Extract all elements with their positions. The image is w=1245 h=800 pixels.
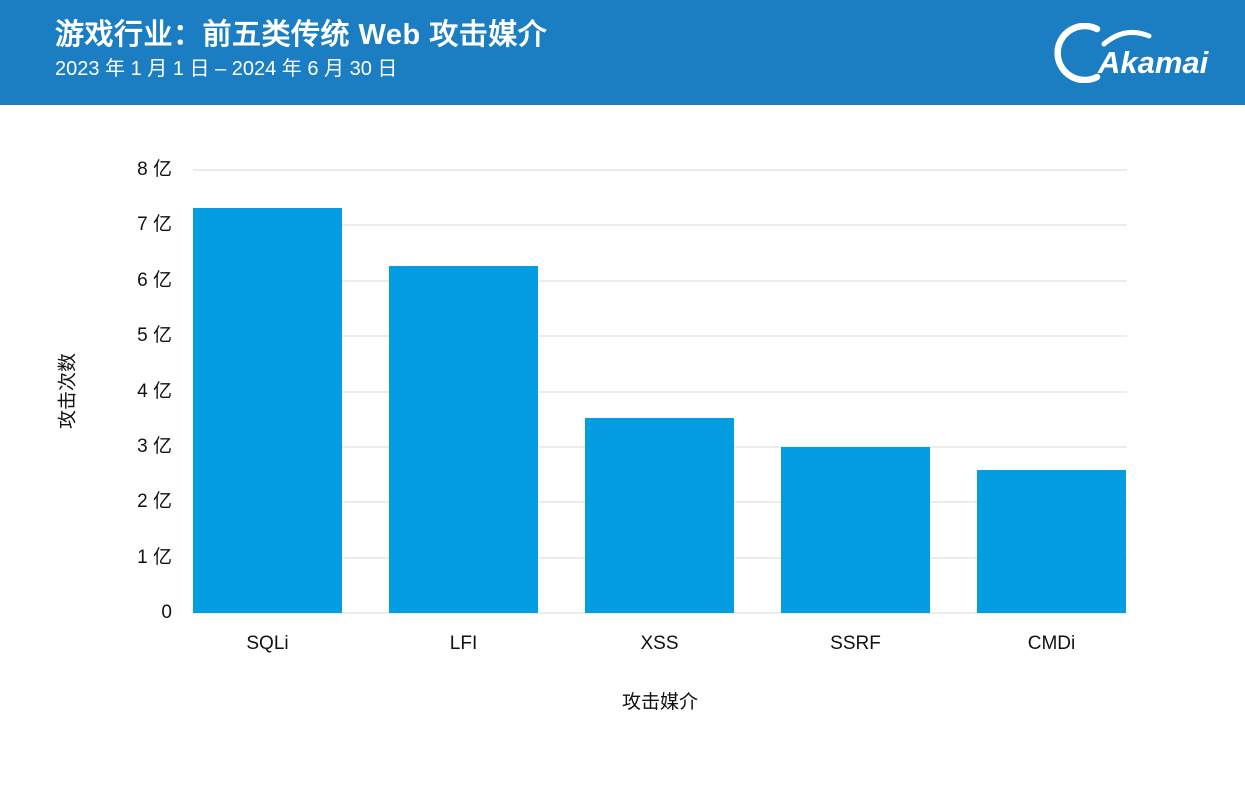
y-tick-label: 6 亿 <box>137 269 172 291</box>
y-tick-label: 1 亿 <box>137 546 172 568</box>
header-banner: 游戏行业：前五类传统 Web 攻击媒介 2023 年 1 月 1 日 – 202… <box>0 0 1245 105</box>
bar-lfi <box>389 266 538 613</box>
gridline <box>193 169 1127 171</box>
y-tick-label: 2 亿 <box>137 491 172 513</box>
akamai-logo: Akamai <box>1054 22 1210 84</box>
y-tick-label: 5 亿 <box>137 325 172 347</box>
x-tick-label-lfi: LFI <box>449 633 478 654</box>
page-title: 游戏行业：前五类传统 Web 攻击媒介 <box>55 19 548 51</box>
gridline <box>193 335 1127 337</box>
gridline <box>193 224 1127 226</box>
x-tick-label-ssrf: SSRF <box>830 633 881 654</box>
bar-ssrf <box>781 447 930 613</box>
gridline <box>193 280 1127 282</box>
plot-area <box>193 169 1127 614</box>
y-tick-label: 8 亿 <box>137 159 172 180</box>
akamai-logo-graphic: Akamai <box>1054 22 1210 84</box>
x-axis-line <box>193 612 1127 614</box>
x-axis-title: 攻击媒介 <box>621 692 698 713</box>
y-axis-ticks: 0 1 亿 2 亿 3 亿 4 亿 5 亿 6 亿 7 亿 8 亿 <box>0 159 172 623</box>
bar-xss <box>585 418 734 613</box>
x-tick-label-xss: XSS <box>640 633 679 654</box>
logo-text: Akamai <box>1097 45 1209 80</box>
x-tick-label-sqli: SQLi <box>246 633 289 654</box>
y-tick-label: 0 <box>161 602 172 623</box>
y-tick-label: 3 亿 <box>137 435 172 457</box>
y-tick-label: 4 亿 <box>137 380 172 402</box>
y-tick-label: 7 亿 <box>137 214 172 236</box>
logo-arc-small <box>1101 29 1152 47</box>
logo-arc-large <box>1054 22 1101 84</box>
x-tick-label-cmdi: CMDi <box>1027 633 1076 654</box>
gridline <box>193 391 1127 392</box>
bar-sqli <box>193 208 342 613</box>
date-range: 2023 年 1 月 1 日 – 2024 年 6 月 30 日 <box>55 58 398 80</box>
x-axis-ticks: SQLi LFI XSS SSRF CMDi <box>193 633 1127 659</box>
bar-cmdi <box>977 469 1126 613</box>
